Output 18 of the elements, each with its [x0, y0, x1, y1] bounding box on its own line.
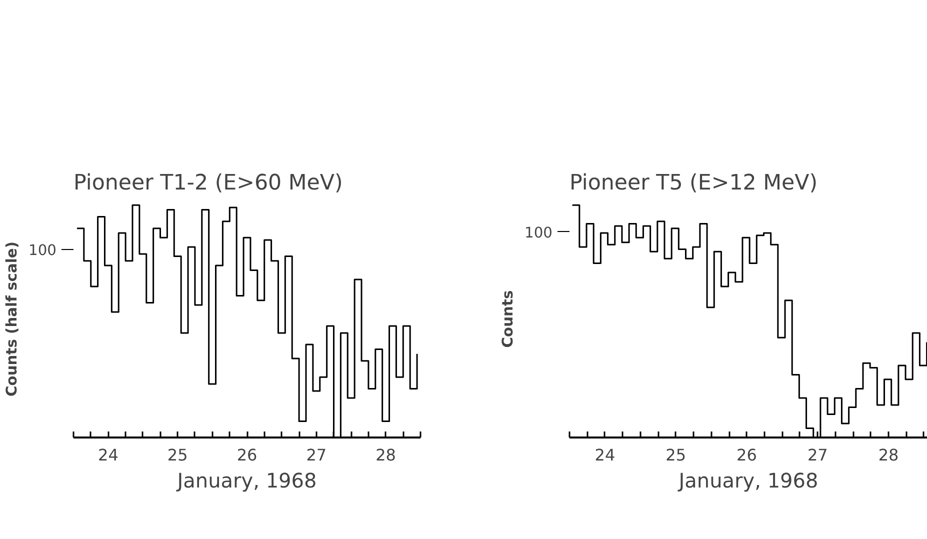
x-tick-label: 25: [167, 446, 188, 464]
x-tick-label: 26: [736, 446, 757, 464]
x-axis-title: January, 1968: [175, 468, 317, 492]
x-tick-label: 28: [376, 446, 396, 464]
y-axis-title: Counts (half scale): [4, 241, 21, 397]
x-tick-label: 26: [236, 446, 258, 464]
x-tick-label: 24: [594, 446, 616, 464]
x-tick-label: 27: [807, 446, 828, 464]
x-tick-label: 28: [878, 446, 899, 464]
chart-title: Pioneer T5 (E>12 MeV): [570, 170, 818, 196]
x-tick-label: 27: [306, 446, 327, 464]
text: 100: [524, 224, 553, 242]
y-axis-title: Counts: [500, 290, 517, 348]
x-axis-title: January, 1968: [676, 468, 818, 492]
x-tick-label: 25: [666, 446, 686, 464]
x-tick-label: 24: [98, 446, 118, 464]
chart-title: Pioneer T1-2 (E>60 MeV): [74, 170, 343, 196]
text: 100: [28, 242, 57, 259]
